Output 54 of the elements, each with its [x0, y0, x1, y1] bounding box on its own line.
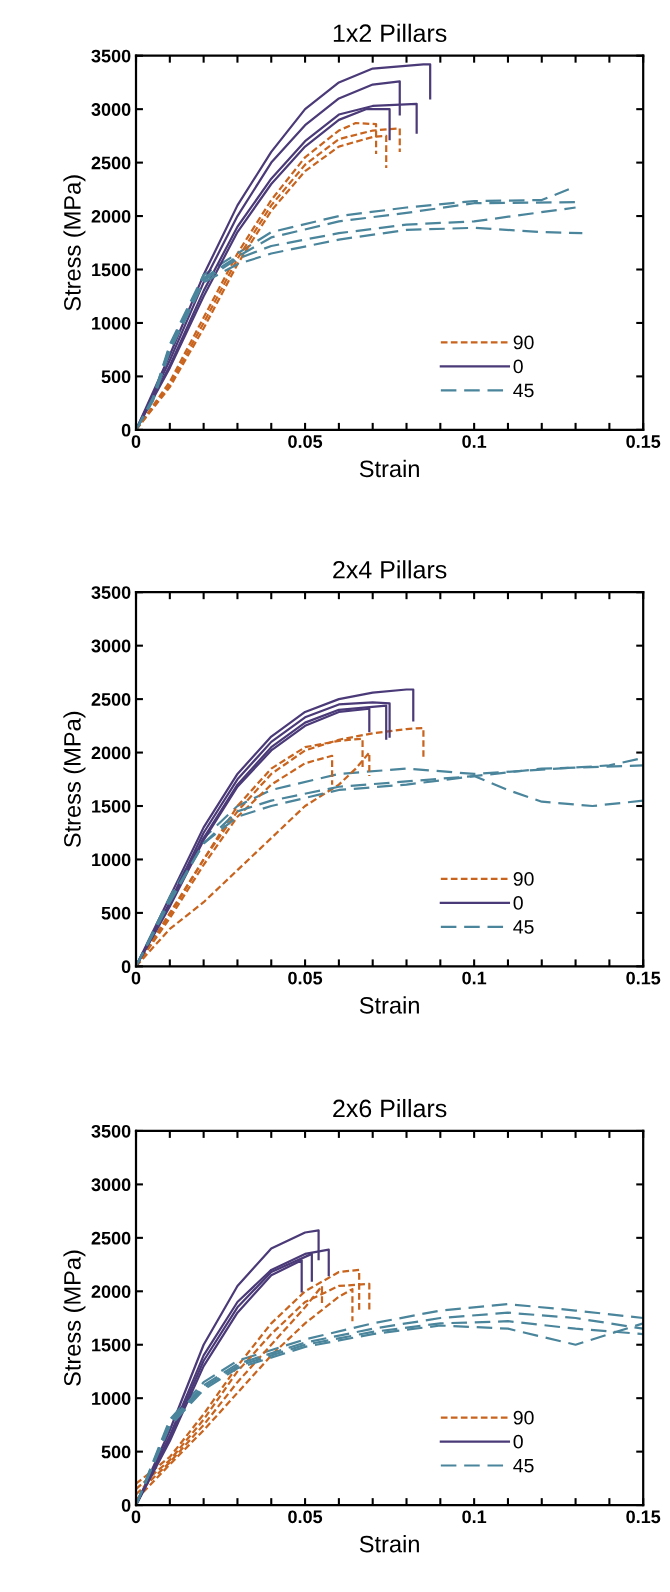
legend-label: 90 — [513, 872, 534, 886]
y-tick-label: 500 — [101, 906, 131, 920]
x-tick-label: 0.1 — [462, 971, 487, 985]
x-axis-title: Strain — [359, 996, 419, 1014]
y-tick-label: 3000 — [91, 1178, 131, 1192]
x-tick-label: 0.15 — [626, 435, 661, 448]
legend-label: 90 — [513, 335, 534, 350]
x-tick-label: 0 — [131, 1510, 141, 1524]
y-tick-label: 0 — [121, 1499, 131, 1512]
x-tick-label: 0.05 — [288, 1510, 323, 1524]
x-tick-label: 0.05 — [288, 435, 323, 448]
y-tick-label: 1500 — [92, 1338, 131, 1352]
x-tick-label: 0.1 — [462, 435, 487, 448]
y-axis-title: Stress (MPa) — [63, 711, 86, 848]
y-tick-label: 1500 — [92, 263, 131, 277]
y-tick-label: 3500 — [91, 586, 131, 599]
x-tick-label: 0.05 — [288, 971, 323, 985]
y-tick-label: 2500 — [91, 156, 131, 170]
legend-label: 0 — [513, 359, 523, 374]
y-axis-title: Stress (MPa) — [63, 175, 86, 311]
y-tick-label: 1000 — [92, 1392, 131, 1405]
y-tick-label: 3000 — [91, 639, 131, 653]
x-tick-label: 0.15 — [626, 1510, 661, 1524]
y-tick-label: 3500 — [91, 1124, 131, 1138]
legend-label: 0 — [513, 1434, 523, 1449]
y-tick-label: 0 — [121, 960, 131, 974]
legend-label: 45 — [513, 1458, 534, 1473]
legend-label: 45 — [513, 383, 534, 398]
chart-title: 2x4 Pillars — [333, 560, 447, 579]
y-tick-label: 0 — [121, 423, 131, 437]
legend-label: 90 — [513, 1410, 534, 1425]
x-tick-label: 0.1 — [462, 1510, 487, 1524]
legend-label: 0 — [513, 896, 523, 910]
chart-title: 1x2 Pillars — [333, 23, 447, 43]
y-tick-label: 3500 — [91, 49, 131, 63]
x-axis-title: Strain — [359, 1535, 419, 1553]
x-axis-title: Strain — [359, 459, 419, 478]
x-tick-label: 0 — [131, 435, 141, 448]
y-tick-label: 2500 — [91, 1231, 131, 1245]
y-tick-label: 2000 — [91, 1285, 131, 1299]
y-tick-label: 3000 — [91, 103, 131, 116]
y-tick-label: 1000 — [92, 853, 131, 867]
x-tick-label: 0 — [131, 971, 141, 985]
y-tick-label: 2000 — [91, 746, 131, 760]
y-tick-label: 500 — [101, 1445, 131, 1459]
y-axis-title: Stress (MPa) — [63, 1250, 86, 1386]
y-tick-label: 2500 — [91, 693, 131, 706]
y-tick-label: 1000 — [92, 316, 131, 330]
chart-title: 2x6 Pillars — [333, 1098, 447, 1118]
y-tick-label: 2000 — [91, 209, 131, 223]
y-tick-label: 500 — [101, 370, 131, 384]
y-tick-label: 1500 — [92, 799, 131, 813]
x-tick-label: 0.15 — [626, 971, 661, 985]
legend-label: 45 — [513, 920, 534, 934]
